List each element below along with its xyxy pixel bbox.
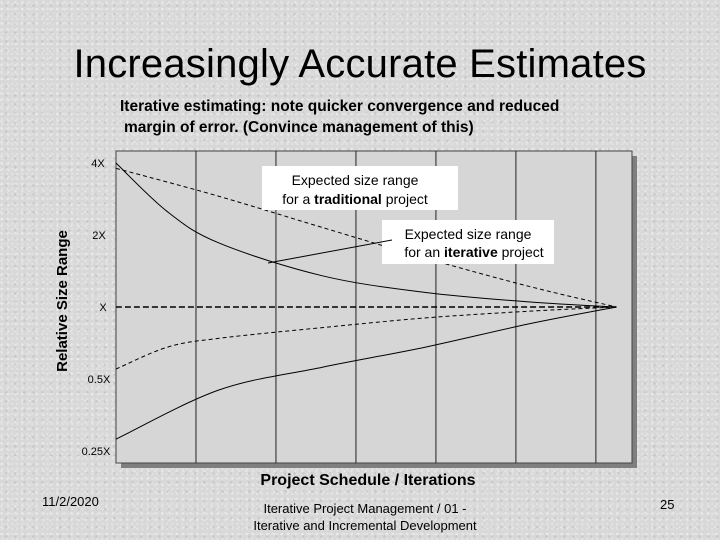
page-number: 25 bbox=[660, 497, 675, 512]
subtitle-line-1: Iterative estimating: note quicker conve… bbox=[120, 98, 560, 115]
annotation-iterative-line1: Expected size range bbox=[405, 226, 532, 242]
x-axis-label: Project Schedule / Iterations bbox=[260, 472, 476, 489]
subtitle-line-2: margin of error. (Convince management of… bbox=[124, 119, 474, 136]
footer-line-2: Iterative and Incremental Development bbox=[253, 518, 477, 533]
slide-footer: Iterative Project Management / 01 - Iter… bbox=[230, 500, 500, 534]
annotation-traditional-post: project bbox=[382, 191, 428, 207]
y-tick-label-1: 4X bbox=[91, 158, 105, 170]
footer-line-1: Iterative Project Management / 01 - bbox=[263, 501, 467, 516]
y-tick-label-3: X bbox=[99, 302, 107, 314]
y-tick-label-2: 2X bbox=[92, 230, 106, 242]
y-tick-label-4: 0.5X bbox=[88, 374, 111, 386]
y-tick-labels: 4X 2X X 0.5X 0.25X bbox=[82, 158, 111, 458]
annotation-traditional-pre: for a bbox=[282, 191, 314, 207]
annotation-traditional-line2: for a traditional project bbox=[282, 191, 428, 207]
annotation-iterative-box bbox=[382, 220, 554, 264]
slide-title: Increasingly Accurate Estimates bbox=[73, 42, 647, 86]
annotation-iterative-line2: for an iterative project bbox=[404, 244, 543, 260]
annotation-traditional-bold: traditional bbox=[314, 191, 382, 207]
y-tick-label-5: 0.25X bbox=[82, 446, 111, 458]
annotation-iterative-post: project bbox=[498, 244, 544, 260]
annotation-iterative-pointer bbox=[267, 239, 393, 264]
slide-subtitle: Iterative estimating: note quicker conve… bbox=[120, 96, 660, 138]
annotation-traditional-box bbox=[262, 166, 458, 210]
series-iterative-upper bbox=[115, 162, 617, 308]
annotation-traditional: Expected size range for a traditional pr… bbox=[262, 166, 458, 210]
series-traditional-upper bbox=[115, 167, 617, 308]
annotation-traditional-line1: Expected size range bbox=[292, 172, 419, 188]
series-traditional-lower bbox=[115, 306, 617, 440]
annotation-iterative-bold: iterative bbox=[444, 244, 498, 260]
slide-date: 11/2/2020 bbox=[42, 494, 99, 509]
series-iterative-lower bbox=[115, 306, 617, 370]
annotation-iterative-pre: for an bbox=[404, 244, 444, 260]
annotation-iterative: Expected size range for an iterative pro… bbox=[382, 220, 554, 264]
chart-series bbox=[115, 162, 617, 440]
